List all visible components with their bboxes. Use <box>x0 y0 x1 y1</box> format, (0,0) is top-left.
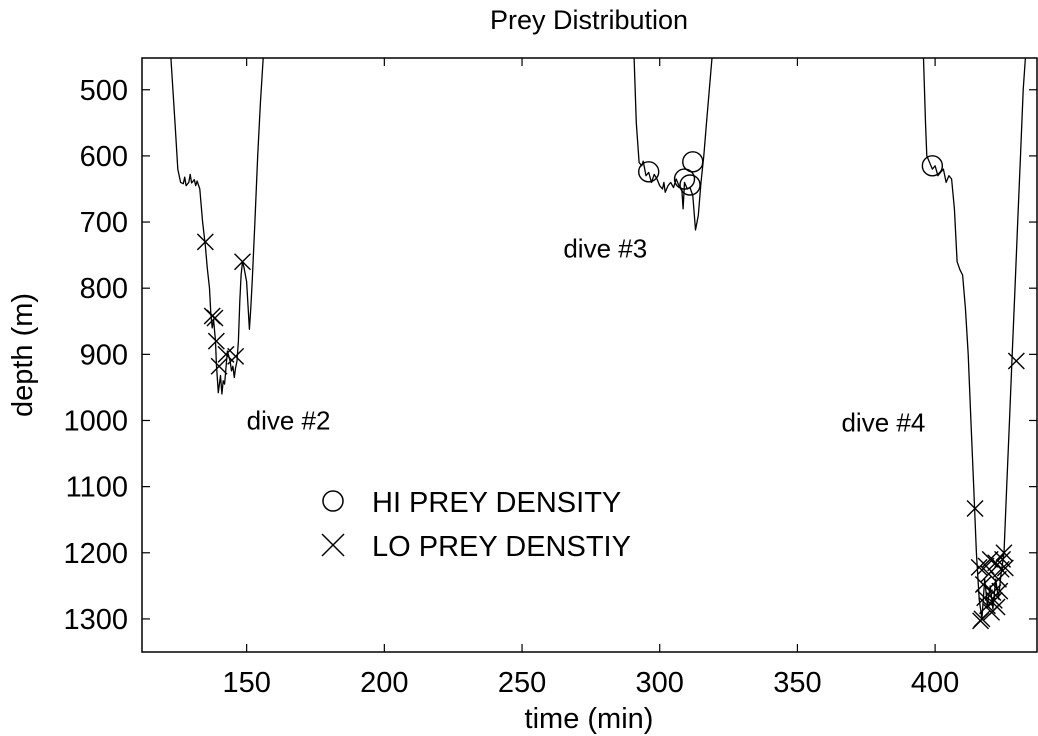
legend-x-marker-icon <box>321 533 345 557</box>
x-tick-label: 200 <box>360 667 408 699</box>
x-tick-label: 350 <box>773 667 821 699</box>
dive-annotation: dive #4 <box>841 407 925 437</box>
hi-prey-marker <box>921 155 944 177</box>
y-tick-label: 600 <box>80 141 128 173</box>
lo-prey-marker <box>981 550 999 568</box>
lo-prey-marker <box>974 576 992 594</box>
lo-prey-marker <box>234 253 252 271</box>
depth-traces <box>170 58 1027 620</box>
y-tick-label: 700 <box>80 207 128 239</box>
plot-content <box>170 58 1027 630</box>
legend-label-hi: HI PREY DENSITY <box>372 487 621 519</box>
lo-prey-marker <box>207 332 225 350</box>
lo-prey-marker <box>984 583 1002 601</box>
lo-prey-marker <box>227 347 245 365</box>
legend-label-lo: LO PREY DENSTIY <box>372 531 631 563</box>
hi-prey-marker <box>679 174 701 196</box>
y-tick-label: 800 <box>80 273 128 305</box>
lo-prey-marker <box>1007 352 1025 370</box>
hi-prey-marker <box>638 161 660 183</box>
prey-markers <box>196 151 1025 630</box>
y-tick-label: 1000 <box>63 405 128 437</box>
lo-prey-marker <box>206 309 224 327</box>
x-axis: 150 200 250 300 350 400 <box>222 58 959 699</box>
plot-area-frame <box>141 57 1038 653</box>
chart-title: Prey Distribution <box>490 5 688 35</box>
y-axis-label: depth (m) <box>7 293 39 417</box>
lo-prey-marker <box>973 610 991 628</box>
lo-prey-marker <box>196 233 214 251</box>
x-tick-label: 300 <box>636 667 684 699</box>
y-tick-label: 900 <box>80 339 128 371</box>
dive-annotations: dive #2 dive #3 dive #4 <box>247 234 926 438</box>
dive-annotation: dive #2 <box>247 405 331 435</box>
y-tick-label: 1300 <box>63 604 128 636</box>
dive-depth-trace <box>633 58 713 231</box>
legend-circle-marker-icon <box>322 490 344 512</box>
x-tick-label: 250 <box>498 667 546 699</box>
y-tick-label: 1100 <box>66 472 128 504</box>
dive-depth-trace <box>922 58 1027 620</box>
legend: HI PREY DENSITY LO PREY DENSTIY <box>321 487 631 563</box>
lo-prey-marker <box>996 559 1014 577</box>
lo-prey-marker <box>985 591 1003 609</box>
lo-prey-marker <box>980 565 998 583</box>
dive-depth-trace <box>170 58 264 395</box>
y-tick-label: 500 <box>80 75 128 107</box>
y-tick-label: 1200 <box>63 538 128 570</box>
lo-prey-marker <box>995 544 1013 562</box>
hi-prey-marker <box>673 168 696 190</box>
x-tick-label: 400 <box>911 667 959 699</box>
lo-prey-marker <box>991 582 1009 600</box>
lo-prey-marker <box>210 357 228 375</box>
lo-prey-marker <box>988 598 1006 616</box>
x-axis-label: time (min) <box>525 703 654 735</box>
x-tick-label: 150 <box>222 667 270 699</box>
lo-prey-marker <box>970 558 988 576</box>
dive-annotation: dive #3 <box>563 234 647 264</box>
lo-prey-marker <box>966 499 984 517</box>
hi-prey-marker <box>682 151 704 173</box>
y-axis: 500 600 700 800 900 1000 1100 1200 1300 <box>63 75 1037 636</box>
